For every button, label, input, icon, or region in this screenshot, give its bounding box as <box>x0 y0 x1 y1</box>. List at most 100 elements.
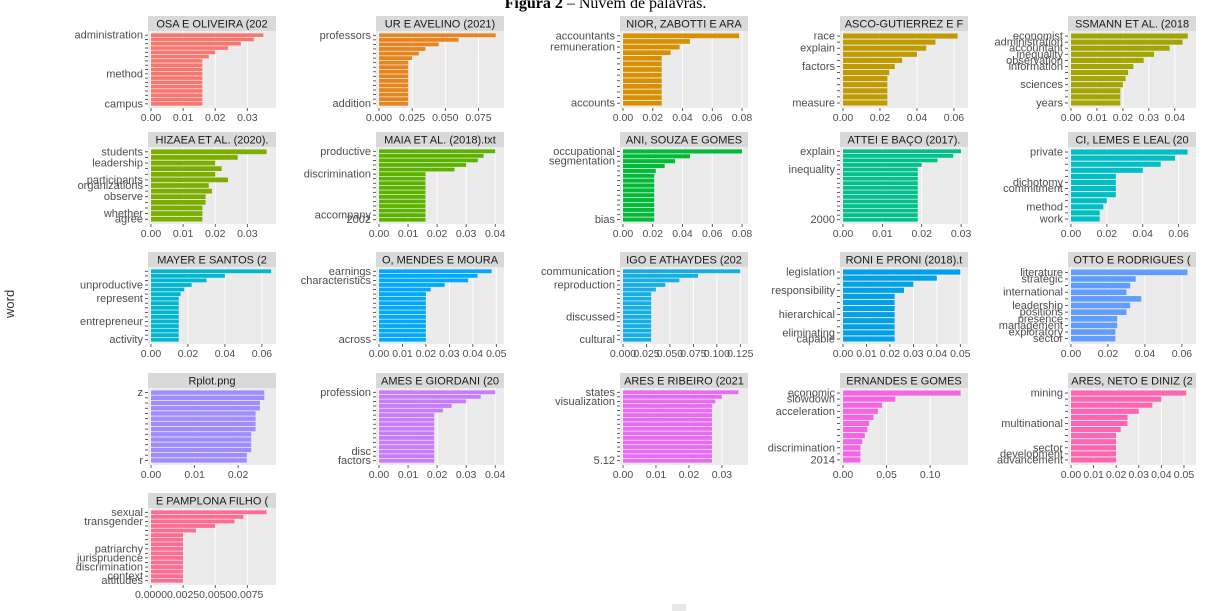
bar <box>623 283 666 287</box>
bar <box>623 269 741 274</box>
facet-strip-label: RONI E PRONI (2018).t <box>846 255 963 267</box>
word-label: information <box>1009 61 1063 73</box>
bar <box>623 458 713 463</box>
bar <box>151 406 260 411</box>
bar <box>1071 396 1162 402</box>
bar <box>623 394 722 399</box>
x-tick-label: 0.01 <box>1087 112 1108 124</box>
bar <box>379 458 435 463</box>
bar <box>843 217 918 222</box>
bar <box>623 301 652 306</box>
bar <box>843 199 918 204</box>
facet-strip-label: OSA E OLIVEIRA (202 <box>156 19 267 31</box>
bar <box>151 432 252 437</box>
word-label: campus <box>104 98 143 110</box>
facet-strip <box>620 252 748 267</box>
figure-title: Figura 2 – Nuvem de palavras. <box>0 0 1211 13</box>
x-tick-label: 0.00 <box>141 469 162 481</box>
word-label: discrimination <box>304 169 371 181</box>
bar <box>151 287 185 292</box>
bar <box>623 449 713 454</box>
facet-strip <box>148 252 276 267</box>
bar <box>151 452 247 458</box>
x-tick-label: 0.01 <box>184 469 205 481</box>
word-label: eliminating <box>782 327 835 339</box>
x-tick-label: 0.04 <box>215 348 236 360</box>
word-label: sector <box>1033 442 1063 454</box>
x-tick-label: 0.06 <box>702 112 723 124</box>
word-label: cultural <box>580 334 615 346</box>
bar <box>151 84 203 89</box>
facet-strip-label: ERNANDES E GOMES <box>846 376 962 388</box>
bar <box>379 399 467 404</box>
x-tick-label: 0.06 <box>1168 228 1189 240</box>
facet-strip <box>840 373 968 388</box>
bar <box>151 314 179 319</box>
bar <box>1071 322 1118 329</box>
facet-strip-label: SSMANN ET AL. (2018 <box>1075 19 1189 31</box>
bar <box>379 390 496 395</box>
x-tick-label: 0.00 <box>141 112 162 124</box>
bar <box>623 61 662 67</box>
word-label: unproductive <box>80 279 143 291</box>
bar <box>843 275 937 281</box>
bar <box>843 149 962 154</box>
bar <box>1071 216 1100 222</box>
bar <box>151 524 216 528</box>
bar <box>379 292 426 297</box>
bar <box>1071 210 1100 216</box>
bar <box>379 314 426 319</box>
bar <box>379 305 426 310</box>
bar <box>623 413 713 418</box>
word-label: patriarchy <box>95 543 144 555</box>
x-tick-label: 0.08 <box>732 112 753 124</box>
word-label: bias <box>595 214 616 226</box>
bar <box>623 305 652 310</box>
bar <box>1071 302 1131 309</box>
word-label: multinational <box>1001 418 1063 430</box>
bar <box>151 324 179 328</box>
bar <box>151 565 184 569</box>
word-label: professors <box>320 30 372 42</box>
bar <box>1071 289 1127 296</box>
bar <box>623 50 671 56</box>
word-label: profession <box>320 387 371 399</box>
word-label: visualization <box>555 396 615 408</box>
word-label: commitment <box>1003 183 1063 195</box>
bar <box>379 435 435 440</box>
bar <box>623 188 655 193</box>
bar <box>151 149 267 155</box>
word-label: entrepreneur <box>80 316 143 328</box>
bar <box>151 194 206 200</box>
word-label: inequality <box>1017 49 1064 61</box>
x-tick-label: 0.0075 <box>231 589 263 601</box>
bar <box>379 204 426 208</box>
x-tick-label: 0.00 <box>833 228 854 240</box>
bar <box>379 33 496 38</box>
bar <box>1071 63 1134 70</box>
x-tick-label: 0.04 <box>1135 348 1156 360</box>
bar <box>843 172 918 177</box>
x-tick-label: 0.06 <box>944 112 965 124</box>
bar <box>379 153 484 158</box>
bar <box>843 76 888 82</box>
x-tick-label: 0.075 <box>465 112 491 124</box>
facet-strip <box>376 373 504 388</box>
x-tick-label: 0.02 <box>427 469 448 481</box>
x-tick-label: 0.02 <box>205 112 226 124</box>
bar <box>843 63 895 70</box>
bar <box>843 330 895 336</box>
facet-strip <box>148 132 276 147</box>
bar <box>1071 39 1183 45</box>
bar <box>623 417 713 422</box>
x-tick-label: 0.01 <box>1083 469 1104 481</box>
x-tick-label: 0.04 <box>1151 469 1172 481</box>
bar <box>151 458 247 463</box>
x-tick-label: 0.02 <box>1098 348 1119 360</box>
facet-panel: UR E AVELINO (2021) professors addition 0.0… <box>320 16 504 124</box>
word-label: agree <box>115 214 143 226</box>
bar <box>379 172 426 177</box>
bar <box>623 83 662 89</box>
bar <box>1071 100 1121 106</box>
bar <box>379 404 452 408</box>
